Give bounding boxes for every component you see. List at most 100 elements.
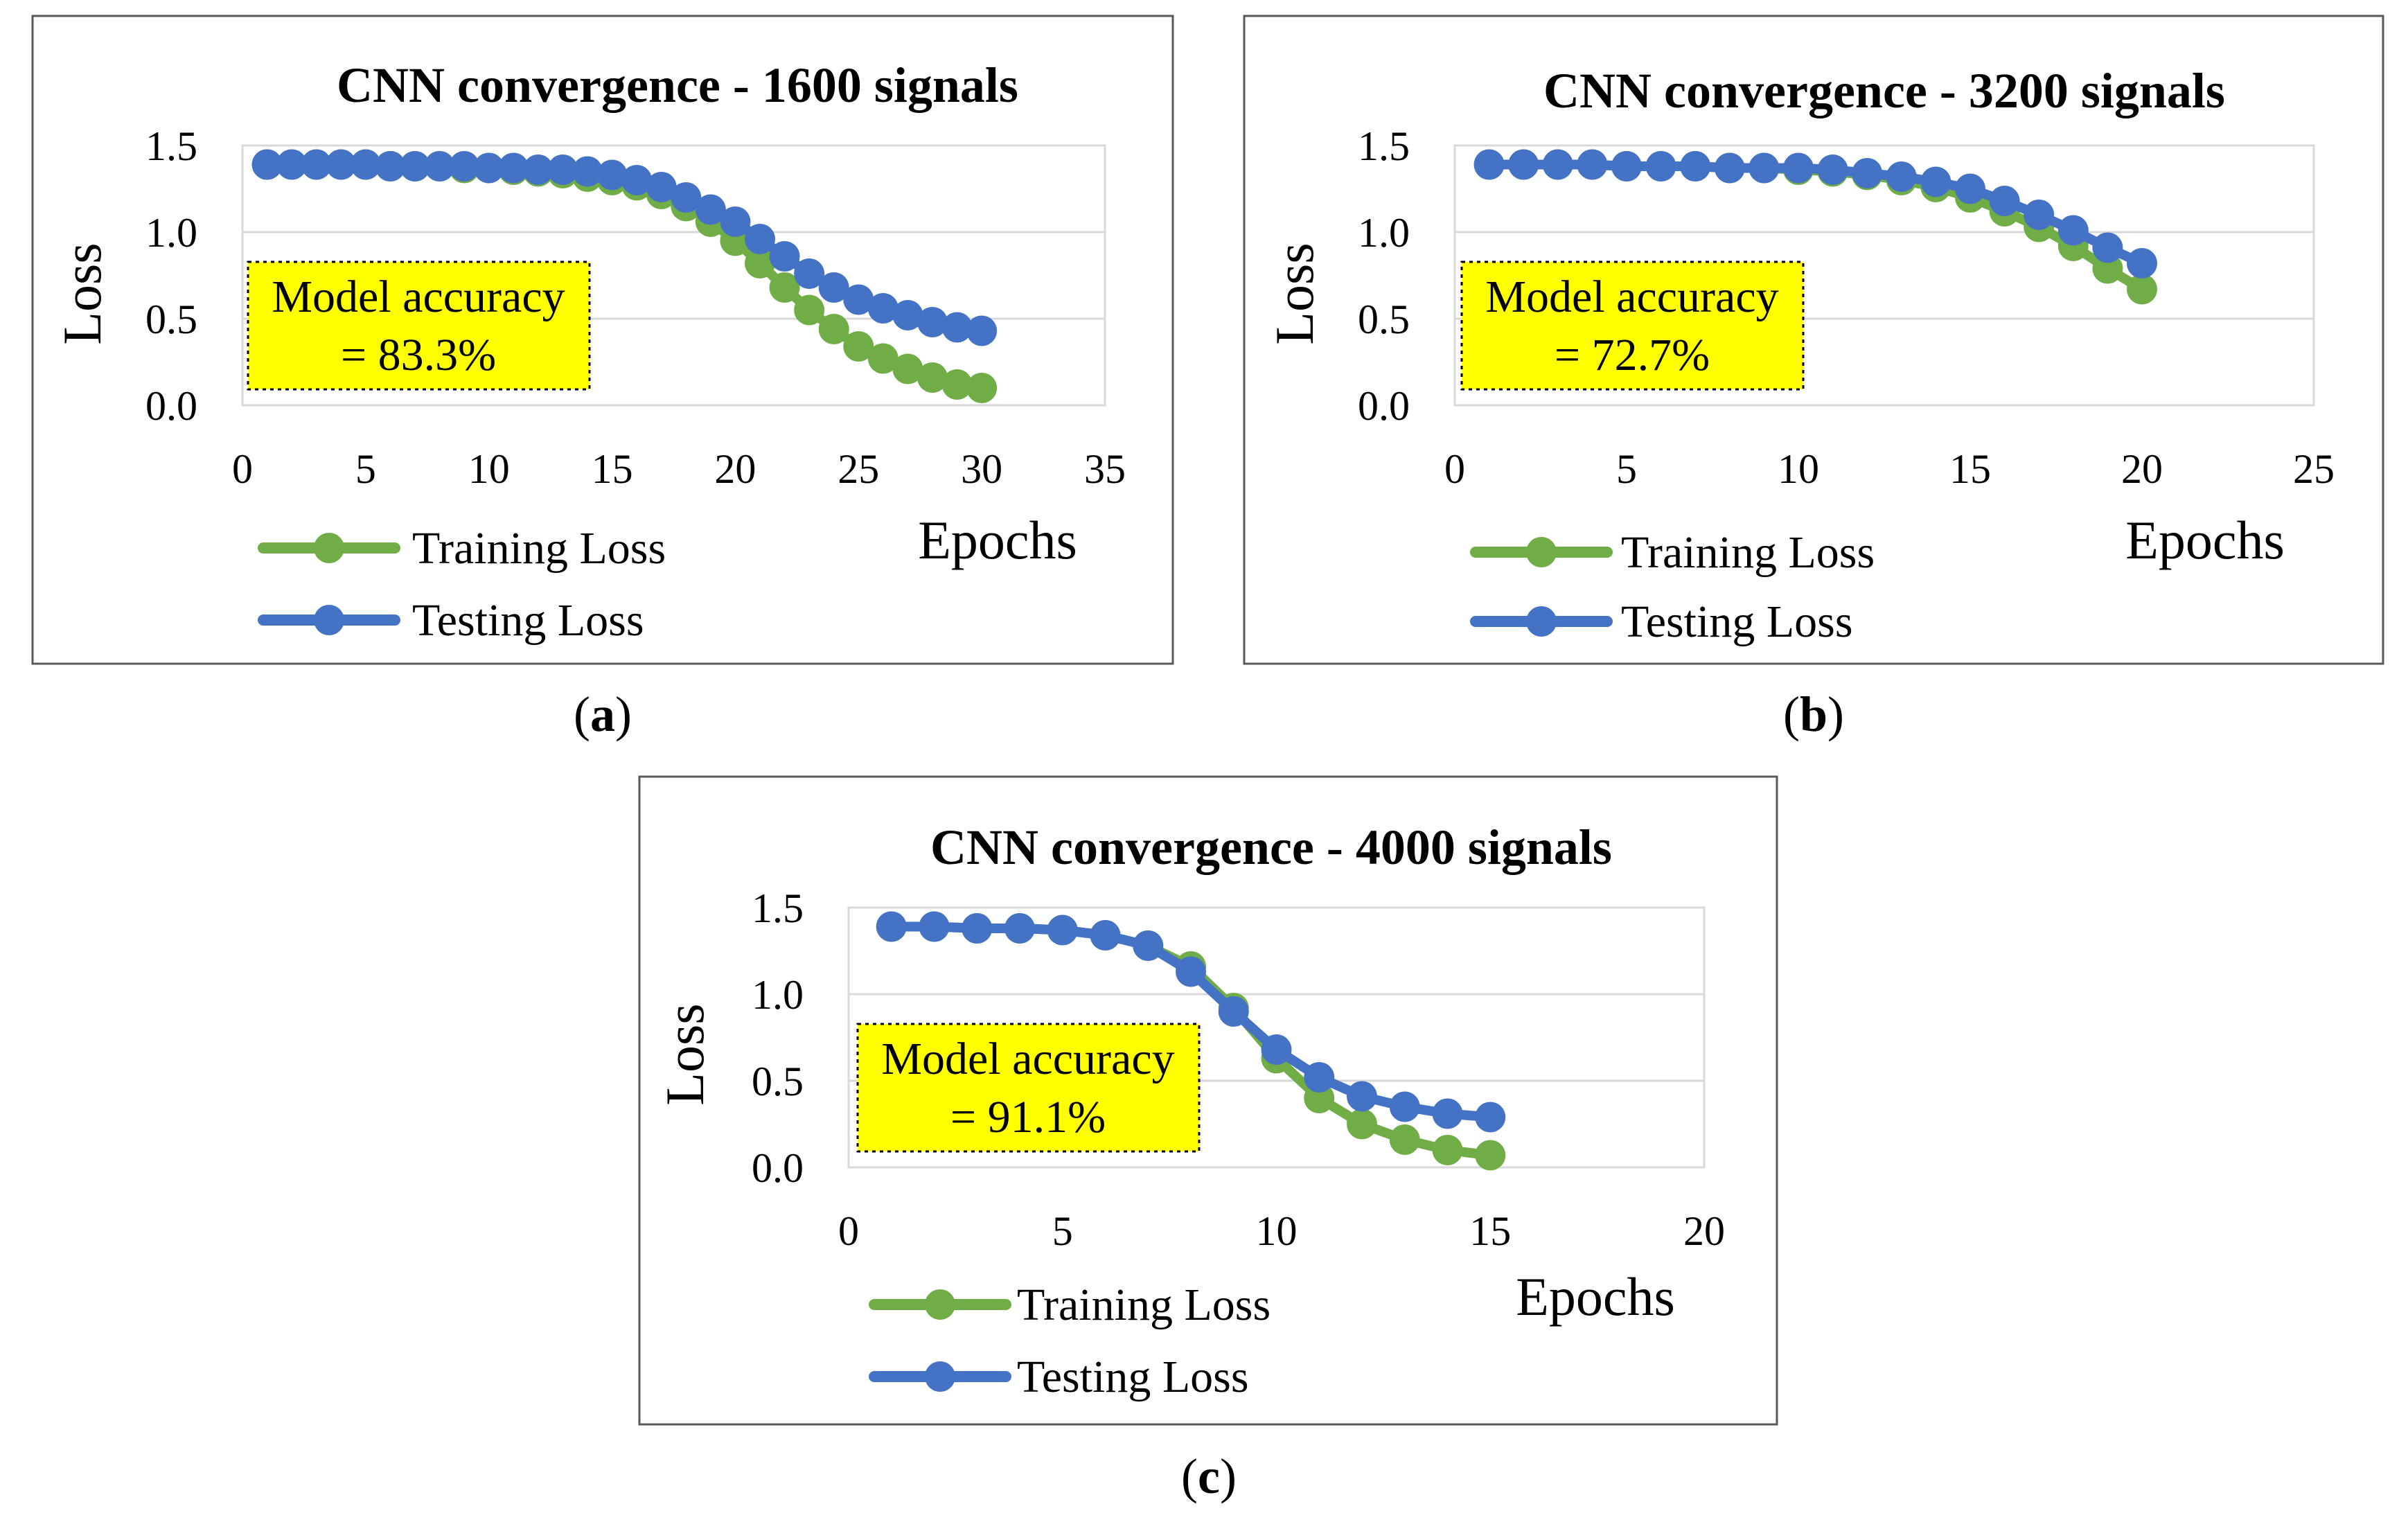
y-tick-label: 1.5 [145, 123, 197, 169]
legend-label-training: Training Loss [1621, 527, 1875, 578]
legend-label-testing: Testing Loss [412, 595, 644, 646]
data-point-testing-loss [745, 224, 775, 254]
accuracy-box [1460, 260, 1805, 391]
data-point-testing-loss [1347, 1081, 1377, 1112]
accuracy-value: = 72.7% [1555, 330, 1710, 380]
x-tick-label: 10 [1256, 1208, 1298, 1254]
y-tick-label: 0.5 [752, 1059, 804, 1104]
y-axis-label: Loss [52, 242, 112, 344]
data-point-training-loss [745, 248, 775, 279]
data-point-testing-loss [2092, 232, 2123, 263]
legend: Training Loss Testing Loss [258, 523, 666, 646]
data-point-testing-loss [1004, 913, 1035, 944]
data-point-testing-loss [1886, 161, 1917, 192]
data-point-testing-loss [498, 152, 529, 184]
data-point-testing-loss [301, 149, 332, 180]
legend-label-testing: Testing Loss [1621, 596, 1853, 647]
x-tick-label: 15 [1469, 1208, 1511, 1254]
panel-a: CNN convergence - 1600 signals 0.0 0.5 1.0… [31, 15, 1174, 742]
y-tick-label: 1.0 [1358, 210, 1410, 256]
data-point-testing-loss [794, 258, 825, 289]
data-point-training-loss [1347, 1108, 1377, 1140]
x-tick-label: 5 [1616, 446, 1637, 492]
data-point-testing-loss [350, 149, 381, 180]
subfigure-caption-c: (c) [1181, 1449, 1237, 1504]
data-point-testing-loss [1577, 149, 1608, 180]
accuracy-value: = 91.1% [950, 1092, 1106, 1142]
data-point-testing-loss [276, 149, 308, 180]
data-point-testing-loss [769, 241, 800, 272]
y-tick-label: 1.0 [752, 972, 804, 1018]
x-tick-label: 10 [468, 446, 510, 492]
plot-area: 0.0 0.5 1.0 1.5 0 5 10 15 20 [752, 885, 1725, 1254]
y-tick-label: 0.5 [145, 297, 197, 342]
x-tick-label: 20 [714, 446, 756, 492]
data-point-testing-loss [2127, 248, 2157, 279]
data-point-training-loss [917, 362, 948, 393]
data-point-testing-loss [375, 151, 406, 182]
accuracy-value: = 83.3% [341, 330, 496, 380]
data-point-testing-loss [1261, 1034, 1292, 1065]
accuracy-annotation: Model accuracy = 72.7% [1460, 260, 1805, 391]
legend-label-testing: Testing Loss [1017, 1352, 1249, 1402]
data-point-testing-loss [1852, 158, 1883, 188]
data-point-testing-loss [941, 312, 973, 343]
x-axis-label: Epochs [2125, 510, 2285, 570]
data-point-testing-loss [424, 151, 455, 182]
data-point-testing-loss [572, 156, 603, 187]
legend-label-training: Training Loss [412, 523, 666, 574]
data-point-testing-loss [1475, 1102, 1506, 1133]
y-tick-label: 1.5 [1358, 123, 1410, 169]
y-axis-label: Loss [655, 1003, 715, 1105]
data-point-testing-loss [596, 159, 628, 191]
data-point-testing-loss [671, 182, 702, 213]
data-point-testing-loss [695, 194, 726, 225]
data-point-training-loss [843, 331, 874, 362]
x-tick-label: 20 [1683, 1208, 1725, 1254]
x-tick-label: 0 [838, 1208, 859, 1254]
y-tick-label: 0.0 [145, 383, 197, 429]
data-point-testing-loss [1714, 152, 1745, 184]
data-point-testing-loss [251, 149, 283, 180]
legend-label-training: Training Loss [1017, 1280, 1271, 1330]
data-point-training-loss [1475, 1140, 1506, 1171]
data-point-testing-loss [1749, 152, 1780, 184]
panel-b-frame [1243, 15, 2384, 665]
data-point-training-loss [769, 272, 800, 303]
x-tick-label: 30 [961, 446, 1002, 492]
data-point-testing-loss [2024, 200, 2055, 230]
plot-border [1453, 144, 2315, 407]
panel-c-frame [638, 775, 1778, 1426]
data-point-testing-loss [1783, 152, 1814, 184]
data-point-testing-loss [2057, 215, 2089, 246]
data-point-testing-loss [818, 272, 849, 303]
data-point-testing-loss [1680, 151, 1711, 182]
data-point-testing-loss [876, 911, 907, 942]
x-tick-label: 0 [232, 446, 253, 492]
legend: Training Loss Testing Loss [869, 1280, 1271, 1402]
data-point-testing-loss [1218, 996, 1249, 1027]
data-point-training-loss [1432, 1135, 1463, 1165]
data-point-training-loss [794, 294, 825, 326]
x-tick-label: 15 [592, 446, 633, 492]
data-point-training-loss [1389, 1124, 1420, 1155]
accuracy-label: Model accuracy [1485, 272, 1778, 322]
data-point-testing-loss [1176, 956, 1206, 987]
legend-marker-testing [925, 1361, 955, 1392]
legend-item-testing: Testing Loss [1470, 596, 1853, 647]
x-tick-label: 5 [1052, 1208, 1073, 1254]
accuracy-label: Model accuracy [881, 1034, 1174, 1084]
accuracy-annotation: Model accuracy = 83.3% [247, 260, 591, 391]
data-point-training-loss [867, 343, 898, 374]
data-point-testing-loss [621, 165, 653, 195]
legend: Training Loss Testing Loss [1470, 527, 1875, 647]
data-point-testing-loss [919, 911, 950, 942]
data-point-testing-loss [400, 151, 430, 182]
x-tick-label: 10 [1778, 446, 1819, 492]
data-point-testing-loss [1090, 920, 1121, 951]
legend-item-testing: Testing Loss [258, 595, 644, 646]
y-tick-label: 0.0 [752, 1145, 804, 1191]
plot-border [241, 144, 1106, 407]
subfigure-caption-b: (b) [1783, 687, 1844, 742]
subfigure-caption-a: (a) [574, 687, 632, 742]
